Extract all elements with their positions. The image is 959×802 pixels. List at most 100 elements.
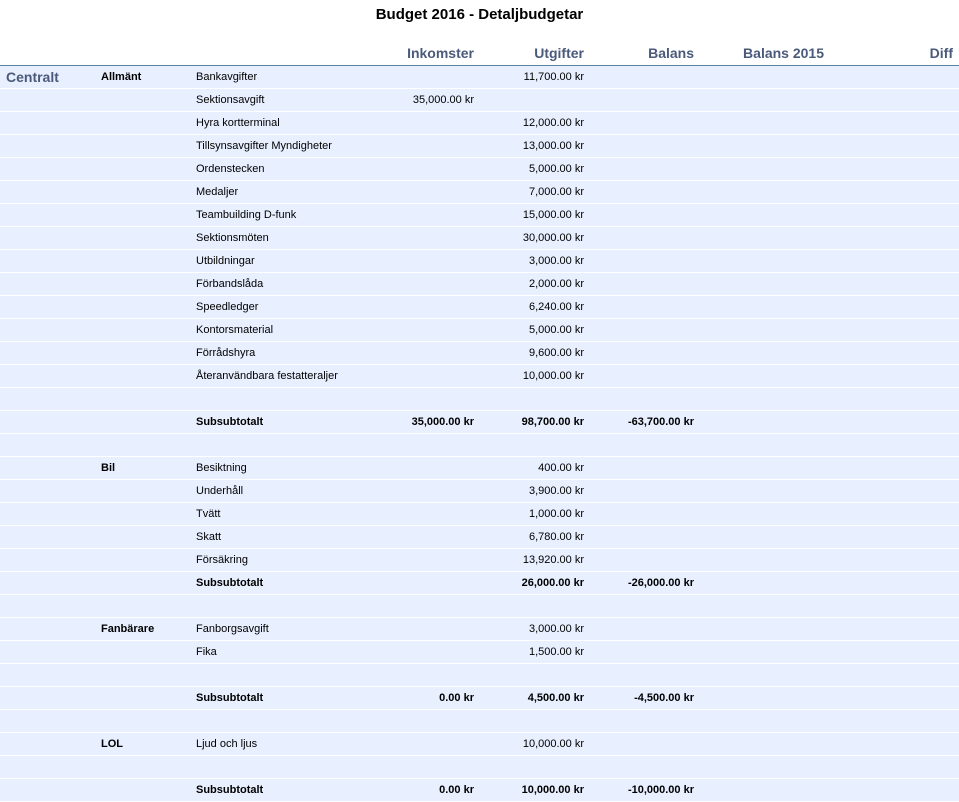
- spacer-row: [0, 595, 959, 618]
- balans-cell: [590, 112, 700, 135]
- balans-cell: [590, 480, 700, 503]
- inkomster-cell: [370, 296, 480, 319]
- spacer-cell: [370, 710, 480, 733]
- group-cell: Bil: [95, 457, 190, 480]
- diff-cell: [830, 273, 959, 296]
- utgifter-cell: 3,900.00 kr: [480, 480, 590, 503]
- balans-cell: [590, 296, 700, 319]
- spacer-cell: [480, 595, 590, 618]
- spacer-cell: [830, 710, 959, 733]
- balans2015-cell: [700, 135, 830, 158]
- item-cell: Förbandslåda: [190, 273, 370, 296]
- balans-cell: [590, 227, 700, 250]
- balans2015-cell: [700, 365, 830, 388]
- utgifter-cell: 400.00 kr: [480, 457, 590, 480]
- utgifter-cell: 6,240.00 kr: [480, 296, 590, 319]
- section-cell: [0, 480, 95, 503]
- utgifter-cell: [480, 89, 590, 112]
- section-cell: [0, 342, 95, 365]
- spacer-cell: [190, 434, 370, 457]
- utgifter-cell: 12,000.00 kr: [480, 112, 590, 135]
- item-cell: Sektionsmöten: [190, 227, 370, 250]
- section-cell: [0, 250, 95, 273]
- inkomster-cell: [370, 526, 480, 549]
- c2: [95, 687, 190, 710]
- diff-cell: [830, 135, 959, 158]
- diff-cell: [830, 89, 959, 112]
- spacer-cell: [95, 664, 190, 687]
- budget-table: Inkomster Utgifter Balans Balans 2015 Di…: [0, 41, 959, 802]
- section-cell: [0, 526, 95, 549]
- table-row: Ordenstecken5,000.00 kr: [0, 158, 959, 181]
- spacer-row: [0, 388, 959, 411]
- balans2015-cell: [700, 526, 830, 549]
- spacer-cell: [830, 388, 959, 411]
- diff-cell: [830, 250, 959, 273]
- balans-cell: [590, 733, 700, 756]
- diff-cell: [830, 204, 959, 227]
- diff-cell: [830, 618, 959, 641]
- item-cell: Utbildningar: [190, 250, 370, 273]
- balans2015-cell: [700, 480, 830, 503]
- item-cell: Tillsynsavgifter Myndigheter: [190, 135, 370, 158]
- c1: [0, 779, 95, 802]
- group-cell: Fanbärare: [95, 618, 190, 641]
- balans-cell: [590, 549, 700, 572]
- balans2015-cell: [700, 112, 830, 135]
- inkomster-cell: [370, 319, 480, 342]
- spacer-cell: [95, 756, 190, 779]
- subtotal-utgifter: 4,500.00 kr: [480, 687, 590, 710]
- balans-cell: [590, 204, 700, 227]
- utgifter-cell: 1,000.00 kr: [480, 503, 590, 526]
- balans-cell: [590, 66, 700, 89]
- balans-cell: [590, 273, 700, 296]
- table-row: Fika1,500.00 kr: [0, 641, 959, 664]
- balans2015-cell: [700, 618, 830, 641]
- spacer-cell: [190, 710, 370, 733]
- section-cell: [0, 89, 95, 112]
- table-row: Teambuilding D-funk15,000.00 kr: [0, 204, 959, 227]
- group-cell: [95, 250, 190, 273]
- section-cell: [0, 549, 95, 572]
- item-cell: Bankavgifter: [190, 66, 370, 89]
- section-cell: [0, 158, 95, 181]
- subtotal-balans2015: [700, 411, 830, 434]
- item-cell: Hyra kortterminal: [190, 112, 370, 135]
- c2: [95, 572, 190, 595]
- diff-cell: [830, 112, 959, 135]
- item-cell: Försäkring: [190, 549, 370, 572]
- table-row: FanbärareFanborgsavgift3,000.00 kr: [0, 618, 959, 641]
- balans-cell: [590, 526, 700, 549]
- section-cell: [0, 204, 95, 227]
- diff-cell: [830, 158, 959, 181]
- c2: [95, 411, 190, 434]
- balans2015-cell: [700, 66, 830, 89]
- spacer-cell: [95, 595, 190, 618]
- group-cell: [95, 273, 190, 296]
- spacer-cell: [95, 710, 190, 733]
- utgifter-cell: 11,700.00 kr: [480, 66, 590, 89]
- utgifter-cell: 13,000.00 kr: [480, 135, 590, 158]
- diff-cell: [830, 296, 959, 319]
- diff-cell: [830, 480, 959, 503]
- spacer-row: [0, 710, 959, 733]
- table-row: Utbildningar3,000.00 kr: [0, 250, 959, 273]
- table-row: CentraltAllmäntBankavgifter11,700.00 kr: [0, 66, 959, 89]
- item-cell: Teambuilding D-funk: [190, 204, 370, 227]
- spacer-cell: [190, 388, 370, 411]
- subtotal-utgifter: 26,000.00 kr: [480, 572, 590, 595]
- spacer-cell: [0, 388, 95, 411]
- balans2015-cell: [700, 549, 830, 572]
- group-cell: [95, 181, 190, 204]
- group-cell: [95, 503, 190, 526]
- inkomster-cell: [370, 549, 480, 572]
- spacer-cell: [590, 388, 700, 411]
- section-cell: [0, 503, 95, 526]
- spacer-row: [0, 664, 959, 687]
- diff-cell: [830, 549, 959, 572]
- spacer-cell: [830, 664, 959, 687]
- item-cell: Ljud och ljus: [190, 733, 370, 756]
- subtotal-inkomster: 35,000.00 kr: [370, 411, 480, 434]
- balans-cell: [590, 135, 700, 158]
- section-cell: [0, 112, 95, 135]
